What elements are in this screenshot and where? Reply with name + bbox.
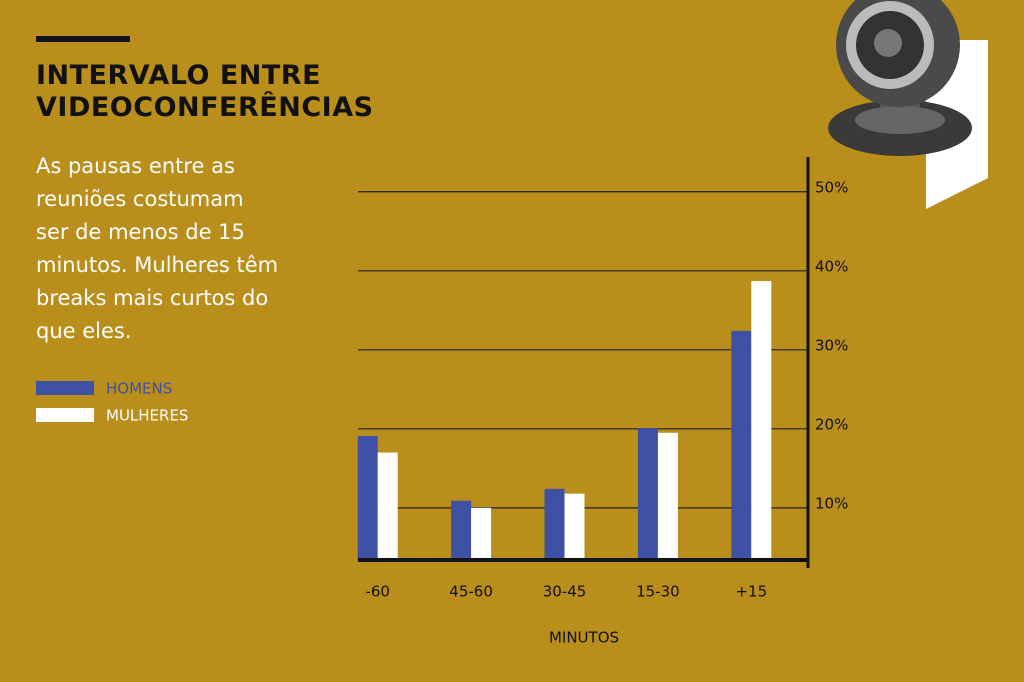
webcam-illustration	[828, 0, 972, 156]
legend-swatch	[36, 408, 94, 422]
y-tick-label: 20%	[815, 415, 848, 433]
bar	[731, 330, 752, 560]
y-tick-label: 50%	[815, 178, 848, 196]
x-tick-label: 45-60	[449, 583, 493, 601]
bar	[564, 493, 585, 560]
bar	[471, 507, 492, 560]
chart-subtitle: As pausas entre as reuniões costumam ser…	[36, 154, 279, 343]
bar	[544, 488, 565, 560]
x-tick-label: -60	[365, 583, 390, 601]
bar	[657, 432, 678, 560]
y-tick-label: 30%	[815, 336, 848, 354]
bar	[451, 500, 472, 560]
title-rule	[36, 36, 130, 42]
bar	[377, 452, 398, 560]
x-tick-label: +15	[735, 583, 767, 601]
bar	[751, 281, 772, 560]
y-tick-label: 40%	[815, 257, 848, 275]
legend-label: MULHERES	[106, 407, 188, 425]
bar	[357, 435, 378, 560]
chart-title: INTERVALO ENTRE VIDEOCONFERÊNCIAS	[36, 60, 374, 123]
legend-label: HOMENS	[106, 380, 172, 398]
bar	[637, 428, 658, 560]
x-tick-label: 15-30	[636, 583, 680, 601]
x-tick-label: 30-45	[543, 583, 587, 601]
y-tick-label: 10%	[815, 494, 848, 512]
x-axis-label: MINUTOS	[549, 629, 619, 647]
legend-swatch	[36, 381, 94, 395]
